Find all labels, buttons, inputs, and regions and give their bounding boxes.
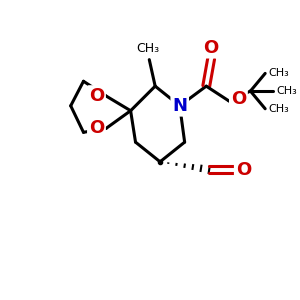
Text: O: O xyxy=(203,39,219,57)
Text: O: O xyxy=(236,160,251,178)
Text: CH₃: CH₃ xyxy=(276,86,297,96)
Text: O: O xyxy=(231,90,246,108)
Text: CH₃: CH₃ xyxy=(268,68,289,78)
Text: CH₃: CH₃ xyxy=(136,42,159,55)
Text: O: O xyxy=(89,119,104,137)
Text: N: N xyxy=(172,97,187,115)
Text: O: O xyxy=(89,87,104,105)
Text: CH₃: CH₃ xyxy=(268,104,289,114)
